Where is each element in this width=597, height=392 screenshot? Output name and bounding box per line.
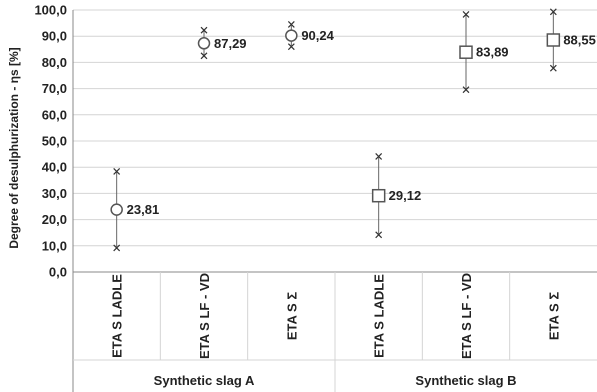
max-marker <box>113 167 121 175</box>
data-point-group: 87,29 <box>197 26 247 60</box>
data-point-group: 88,55 <box>546 8 596 72</box>
gridlines <box>73 9 597 273</box>
min-marker <box>113 244 121 252</box>
data-point-group: 23,81 <box>110 167 160 252</box>
y-tick-label: 100,0 <box>34 3 67 18</box>
group-label: Synthetic slag B <box>415 373 516 388</box>
max-marker <box>462 11 470 18</box>
y-tick-label: 60,0 <box>42 107 67 122</box>
category-label: ETA S LF - VD <box>197 273 212 359</box>
data-point-group: 83,89 <box>459 11 509 94</box>
min-marker <box>462 86 470 94</box>
data-label: 23,81 <box>127 202 160 217</box>
max-marker <box>287 20 295 28</box>
max-marker <box>200 26 208 34</box>
mean-marker <box>459 45 473 59</box>
group-label: Synthetic slag A <box>154 373 255 388</box>
category-label: ETA S LADLE <box>110 274 125 358</box>
y-axis-title: Degree of desulphurization - ηs [%] <box>7 47 21 248</box>
data-label: 83,89 <box>476 45 509 60</box>
data-label: 88,55 <box>563 32 596 47</box>
y-tick-label: 20,0 <box>42 212 67 227</box>
mean-marker <box>110 203 123 216</box>
y-tick-label: 90,0 <box>42 29 67 44</box>
data-point-group: 90,24 <box>285 20 335 51</box>
min-marker <box>200 52 208 60</box>
min-marker <box>375 231 383 239</box>
group-labels: Synthetic slag A Synthetic slag B <box>154 373 517 388</box>
y-tick-label: 10,0 <box>42 238 67 253</box>
y-tick-label: 0,0 <box>49 265 67 280</box>
y-tick-label: 50,0 <box>42 134 67 149</box>
max-marker <box>375 153 383 160</box>
data-label: 29,12 <box>389 188 422 203</box>
y-tick-label: 70,0 <box>42 81 67 96</box>
data-point-group: 29,12 <box>371 153 422 239</box>
category-label: ETA S Σ <box>284 292 299 340</box>
category-labels: ETA S LADLE ETA S LF - VD ETA S Σ ETA S LAD… <box>110 273 562 359</box>
category-label: ETA S Σ <box>546 292 561 340</box>
y-tick-label: 80,0 <box>42 55 67 70</box>
mean-marker <box>371 188 386 203</box>
y-tick-label: 30,0 <box>42 186 67 201</box>
data-series: 23,81 87,29 90,24 29,12 83,89 88,55 <box>110 8 596 252</box>
min-marker <box>287 43 295 51</box>
max-marker <box>549 8 557 16</box>
category-label: ETA S LADLE <box>372 274 387 358</box>
y-tick-labels: 0,0 10,0 20,0 30,0 40,0 50,0 60,0 70,0 80,0 90,0 1… <box>34 3 67 280</box>
mean-marker <box>546 33 561 47</box>
mean-marker <box>285 29 298 42</box>
y-tick-label: 40,0 <box>42 160 67 175</box>
min-marker <box>549 64 557 72</box>
data-label: 87,29 <box>214 36 247 51</box>
category-separators <box>72 10 597 392</box>
data-label: 90,24 <box>301 28 334 43</box>
mean-marker <box>197 37 211 50</box>
category-label: ETA S LF - VD <box>459 273 474 359</box>
